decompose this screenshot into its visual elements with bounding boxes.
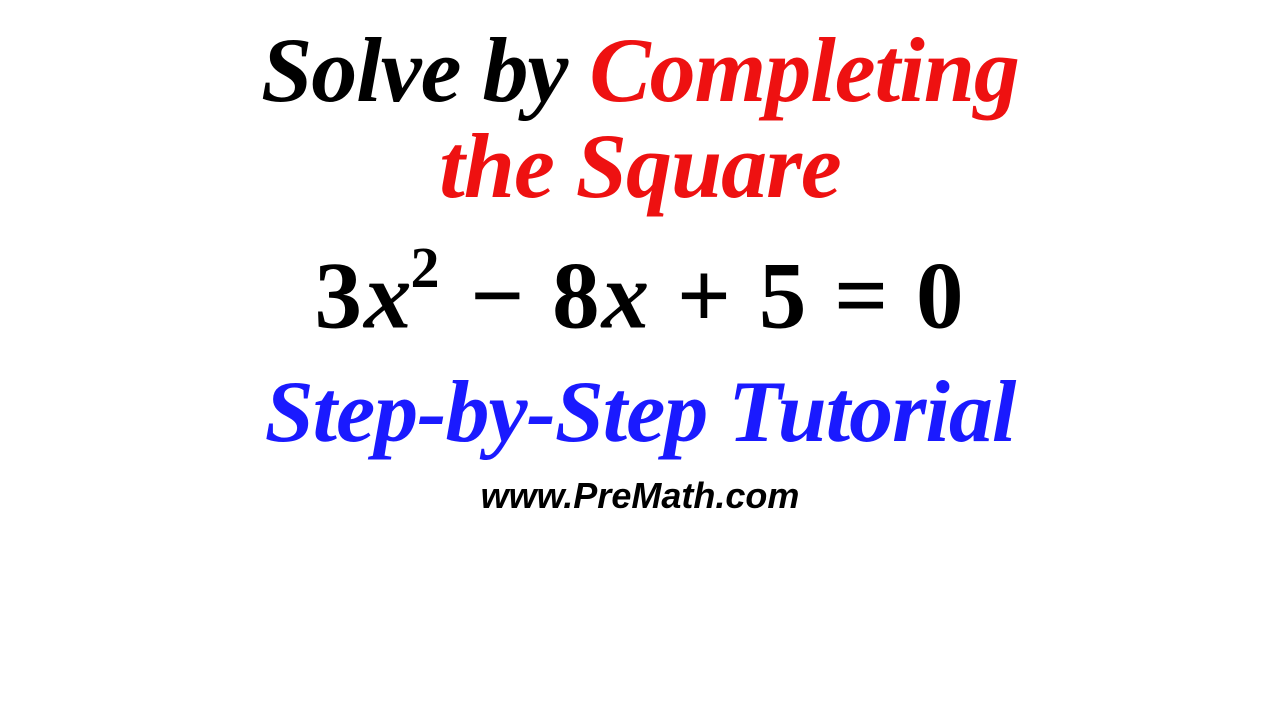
equation: 3x2 − 8x + 5 = 0 — [315, 247, 966, 344]
website-url: www.PreMath.com — [481, 475, 800, 517]
title-part-1: Solve by — [261, 19, 589, 121]
equation-exponent: 2 — [411, 235, 442, 300]
title-part-2: Completing — [589, 19, 1019, 121]
title-line-1: Solve by Completing — [261, 20, 1019, 121]
equation-op1: − — [445, 243, 553, 349]
equation-var1: x — [364, 243, 414, 349]
equation-var2: x — [602, 243, 652, 349]
title-line-2: the Square — [439, 116, 841, 217]
equation-rhs: 0 — [916, 243, 966, 349]
equation-op2: + — [651, 243, 759, 349]
subtitle: Step-by-Step Tutorial — [265, 369, 1016, 457]
equation-coef2: 8 — [552, 243, 602, 349]
equation-const: 5 — [759, 243, 809, 349]
equation-coef1: 3 — [315, 243, 365, 349]
equation-eq: = — [808, 243, 916, 349]
